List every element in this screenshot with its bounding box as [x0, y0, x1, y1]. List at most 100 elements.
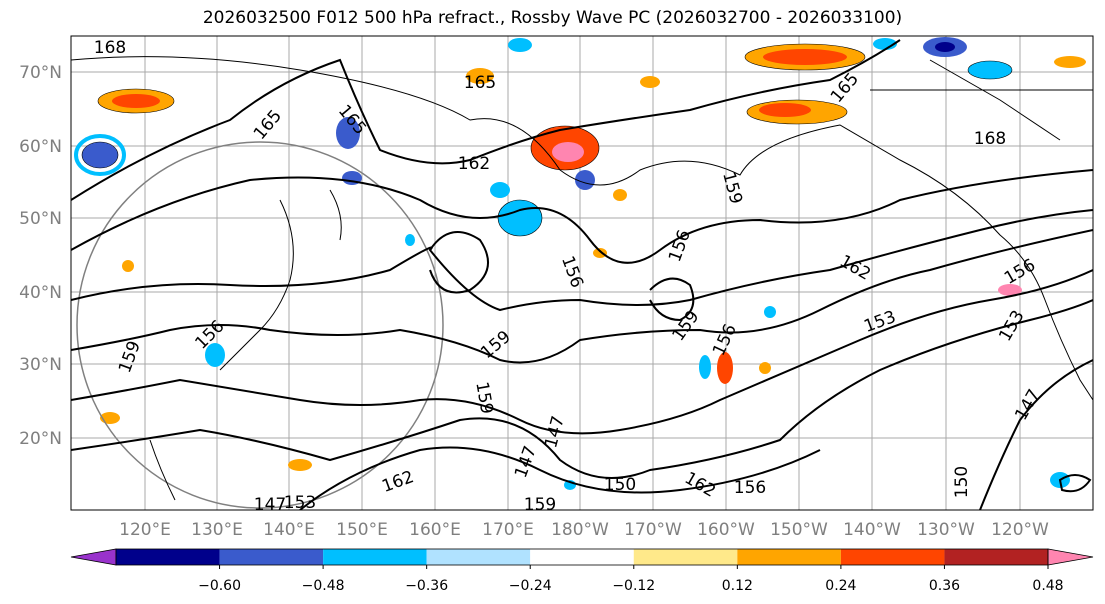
- contour-value-label: 165: [464, 73, 496, 93]
- colorbar-tick-label: −0.36: [405, 578, 448, 594]
- colorbar-bin: [840, 549, 945, 565]
- colorbar-tick-label: −0.12: [612, 578, 655, 594]
- height-contours: [71, 39, 1093, 510]
- contour-value-label: 150: [604, 475, 636, 495]
- colorbar-tick-label: −0.60: [198, 578, 241, 594]
- contour-value-label: 162: [458, 154, 490, 174]
- height-contour: [71, 269, 1093, 435]
- lon-tick-label: 140°E: [263, 520, 315, 540]
- colorbar-min-extend: [70, 548, 117, 566]
- colorbar-tick-label: −0.24: [509, 578, 552, 594]
- coastline: [929, 59, 1061, 141]
- shade-patch: [967, 60, 1013, 80]
- coastline: [71, 56, 1093, 401]
- coastline: [219, 199, 294, 371]
- shade-patch: [998, 284, 1022, 296]
- lat-tick-label: 60°N: [19, 137, 62, 157]
- reference-great-circle: [76, 141, 444, 509]
- gridlines: [71, 36, 1093, 510]
- colorbar-tick-label: 0.48: [1032, 578, 1063, 594]
- chart-title: 2026032500 F012 500 hPa refract., Rossby…: [202, 8, 903, 28]
- lon-tick-label: 120°E: [119, 520, 171, 540]
- coastline: [329, 189, 342, 241]
- lon-tick-label: 160°E: [409, 520, 461, 540]
- colorbar-bin: [633, 549, 738, 565]
- height-contour: [649, 277, 695, 322]
- lon-tick-label: 150°W: [770, 520, 828, 540]
- shade-patch: [288, 459, 312, 471]
- lat-tick-label: 40°N: [19, 283, 62, 303]
- colorbar-bin: [737, 549, 841, 565]
- contour-value-label: 156: [734, 478, 766, 498]
- shade-patch: [552, 142, 584, 162]
- lon-tick-label: 130°E: [191, 520, 243, 540]
- map-frame: [70, 35, 1094, 511]
- shade-patch: [763, 49, 847, 65]
- shade-patch: [717, 352, 733, 384]
- shade-patch: [699, 355, 711, 379]
- lat-tick-label: 70°N: [19, 63, 62, 83]
- lat-tick-label: 50°N: [19, 209, 62, 229]
- colorbar: −0.60 −0.48 −0.36 −0.24 −0.12 0.12 0.24 0.36 0.4…: [70, 548, 1094, 594]
- colorbar-bin: [116, 549, 220, 565]
- shade-patch: [759, 362, 771, 374]
- shade-patch: [74, 134, 126, 176]
- shade-patch: [205, 343, 225, 367]
- colorbar-bin: [426, 549, 531, 565]
- height-contour: [71, 39, 901, 201]
- height-contour: [71, 229, 1093, 364]
- shade-patch: [466, 68, 494, 84]
- contour-value-label: 159: [524, 495, 556, 515]
- lon-tick-label: 130°W: [917, 520, 975, 540]
- shade-patch: [490, 182, 510, 198]
- height-contour: [71, 299, 1093, 479]
- lon-tick-label: 170°W: [624, 520, 682, 540]
- colorbar-bin: [530, 549, 634, 565]
- colorbar-tick-label: 0.24: [825, 578, 856, 594]
- contour-value-label: 147: [254, 495, 286, 515]
- contour-value-label: 168: [94, 38, 126, 58]
- shade-patch: [1054, 56, 1086, 68]
- contour-value-label: 153: [284, 493, 316, 513]
- height-contour: [71, 169, 1093, 264]
- height-contour: [979, 359, 1093, 510]
- height-contour: [299, 446, 821, 510]
- shade-patch: [122, 260, 134, 272]
- longitude-axis: 120°E 130°E 140°E 150°E 160°E 170°E 180°W 170°W…: [119, 520, 1049, 540]
- latitude-axis: 70°N 60°N 50°N 40°N 30°N 20°N: [19, 63, 62, 449]
- lat-tick-label: 20°N: [19, 429, 62, 449]
- lon-tick-label: 120°W: [991, 520, 1049, 540]
- shade-patch: [575, 170, 595, 190]
- shade-patch: [613, 189, 627, 201]
- contour-value-label: 168: [974, 129, 1006, 149]
- lon-tick-label: 160°W: [697, 520, 755, 540]
- shade-patch: [764, 306, 776, 318]
- contour-value-label: 150: [952, 466, 972, 498]
- shade-patch: [81, 141, 119, 169]
- coastlines: [71, 56, 1093, 501]
- colorbar-frame: [115, 548, 1049, 566]
- shade-patch: [405, 234, 415, 246]
- lon-tick-label: 140°W: [843, 520, 901, 540]
- shade-patch: [508, 38, 532, 52]
- colorbar-bin: [219, 549, 324, 565]
- lon-tick-label: 150°E: [336, 520, 388, 540]
- shade-patch: [640, 76, 660, 88]
- height-contour: [429, 231, 489, 294]
- colorbar-tick-label: −0.48: [302, 578, 345, 594]
- colorbar-tick-label: 0.12: [722, 578, 753, 594]
- coastline: [149, 439, 176, 501]
- colorbar-bin: [323, 549, 427, 565]
- shade-patch: [336, 117, 360, 149]
- height-contour: [1058, 474, 1092, 493]
- shade-patch: [935, 42, 955, 52]
- colorbar-max-extend: [1047, 548, 1094, 566]
- shade-patch: [593, 248, 607, 258]
- shade-patch: [497, 199, 543, 237]
- height-contour: [71, 209, 1093, 312]
- shade-patch: [759, 103, 811, 117]
- colorbar-tick-label: 0.36: [929, 578, 960, 594]
- map-background: [71, 36, 1093, 510]
